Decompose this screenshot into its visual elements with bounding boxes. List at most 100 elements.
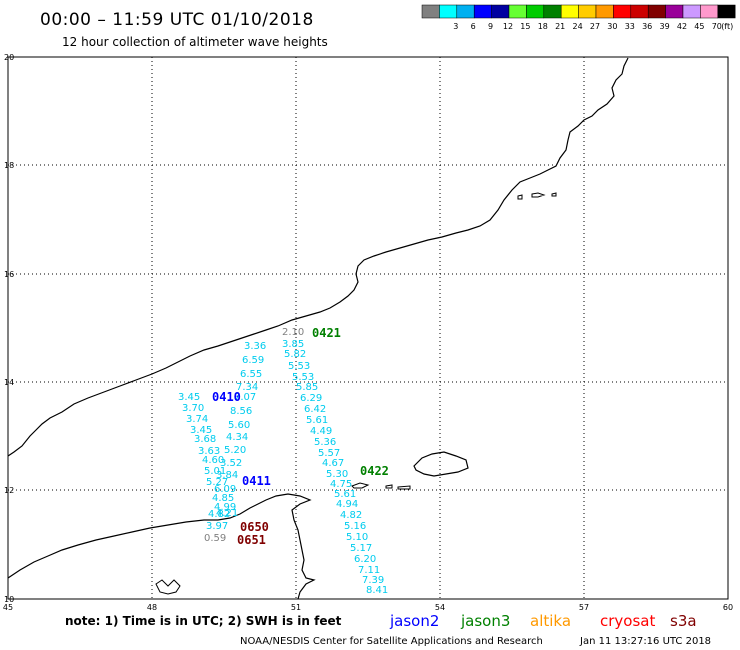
legend-swatch bbox=[647, 4, 666, 19]
legend-swatch bbox=[473, 4, 492, 19]
lon-tick-label: 45 bbox=[3, 603, 13, 612]
satellite-legend-item: s3a bbox=[670, 612, 697, 630]
lon-tick-label: 57 bbox=[579, 603, 589, 612]
wave-height-label: 5.53 bbox=[288, 361, 310, 372]
island-samhah bbox=[385, 484, 393, 489]
wave-height-label: 3.45 bbox=[178, 392, 200, 403]
wave-height-label: 5.53 bbox=[292, 372, 314, 383]
map-panel: 2.10 3.36 6.59 6.55 7.347.07 8.56 5.604.34 5.20… bbox=[3, 53, 733, 612]
lat-tick-label: 14 bbox=[4, 378, 14, 387]
wave-height-label: 7.34 bbox=[236, 382, 258, 393]
wave-height-label: 4.82 bbox=[208, 509, 230, 520]
legend-tick-label: 27 bbox=[590, 22, 600, 31]
generated-timestamp: Jan 11 13:27:16 UTC 2018 bbox=[579, 636, 711, 647]
lon-tick-label: 48 bbox=[147, 603, 157, 612]
legend-swatch bbox=[456, 4, 475, 19]
island-abd-al-kuri bbox=[351, 482, 370, 489]
wave-height-label: 4.21 bbox=[216, 508, 238, 519]
socotra-island bbox=[413, 451, 469, 477]
wave-height-label: 7.39 bbox=[362, 575, 384, 586]
pass-id-label: 0650 bbox=[240, 520, 269, 534]
map-frame bbox=[7, 56, 729, 600]
wave-height-legend: 3 6 9 12 15 18 21 24 27 30 33 36 39 42 45 70 (ft) bbox=[421, 4, 736, 31]
legend-swatch bbox=[560, 4, 579, 19]
legend-tick-label: 9 bbox=[488, 22, 493, 31]
legend-swatch bbox=[613, 4, 632, 19]
legend-swatch bbox=[491, 4, 510, 19]
wave-height-label: 5.57 bbox=[318, 448, 340, 459]
legend-swatch bbox=[439, 4, 458, 19]
axis-tick-labels: 45 48 51 54 57 60 20 18 16 14 12 10 bbox=[3, 53, 733, 612]
footer-note: note: 1) Time is in UTC; 2) SWH is in fe… bbox=[65, 614, 342, 628]
legend-tick-label: 21 bbox=[555, 22, 565, 31]
lat-lon-grid bbox=[8, 57, 728, 599]
legend-swatch bbox=[717, 4, 736, 19]
legend-tick-label: 15 bbox=[520, 22, 530, 31]
legend-swatch bbox=[543, 4, 562, 19]
map-title: 00:00 – 11:59 UTC 01/10/2018 bbox=[40, 10, 314, 30]
map-subtitle: 12 hour collection of altimeter wave hei… bbox=[62, 35, 328, 49]
african-coastline bbox=[7, 493, 316, 600]
wave-height-label: 3.74 bbox=[186, 414, 208, 425]
wave-height-label: 6.29 bbox=[300, 393, 322, 404]
wave-height-label: 6.59 bbox=[242, 355, 264, 366]
wave-height-label: 3.85 bbox=[282, 339, 304, 350]
satellite-legend-item: altika bbox=[530, 612, 571, 630]
wave-height-label: 5.30 bbox=[326, 469, 348, 480]
kuria-muria-islands bbox=[517, 192, 557, 200]
legend-tick-label: 70 bbox=[712, 22, 722, 31]
pass-id-label: 0422 bbox=[360, 464, 389, 478]
legend-swatch bbox=[700, 4, 719, 19]
coastal-islet-cluster bbox=[155, 579, 181, 595]
lon-tick-label: 60 bbox=[723, 603, 733, 612]
wave-height-label: 4.99 bbox=[214, 502, 236, 513]
wave-height-label: 8.41 bbox=[366, 585, 388, 596]
wave-height-label: 3.36 bbox=[244, 341, 266, 352]
satellite-legend-item: cryosat bbox=[600, 612, 655, 630]
wave-height-label: 5.60 bbox=[228, 420, 250, 431]
lat-tick-label: 12 bbox=[4, 486, 14, 495]
wave-height-label: 4.60 bbox=[202, 455, 224, 466]
wave-height-label: 4.82 bbox=[340, 510, 362, 521]
pass-id-label: 0410 bbox=[212, 390, 241, 404]
pass-id-label: 0421 bbox=[312, 326, 341, 340]
legend-swatch bbox=[665, 4, 684, 19]
wave-height-label: 5.16 bbox=[344, 521, 366, 532]
legend-swatch bbox=[595, 4, 614, 19]
credit-line: NOAA/NESDIS Center for Satellite Applica… bbox=[240, 636, 543, 647]
wave-height-label: 4.75 bbox=[330, 479, 352, 490]
wave-height-label: 5.17 bbox=[350, 543, 372, 554]
legend-tick-label: 12 bbox=[503, 22, 513, 31]
satellite-legend-item: jason2 bbox=[389, 612, 439, 630]
legend-tick-label: 39 bbox=[660, 22, 670, 31]
observation-labels: 2.10 3.36 6.59 6.55 7.347.07 8.56 5.604.34 5.20… bbox=[178, 327, 388, 596]
wave-height-label: 3.97 bbox=[206, 521, 228, 532]
pass-id-label: 0651 bbox=[237, 533, 266, 547]
legend-swatch bbox=[421, 4, 440, 19]
wave-height-label: 4.67 bbox=[322, 458, 344, 469]
legend-swatch bbox=[682, 4, 701, 19]
island-darsah bbox=[397, 485, 411, 490]
lat-tick-label: 16 bbox=[4, 270, 14, 279]
wave-height-label: 4.49 bbox=[310, 426, 332, 437]
legend-swatch bbox=[578, 4, 597, 19]
legend-tick-label: 42 bbox=[677, 22, 687, 31]
lat-tick-label: 20 bbox=[4, 53, 14, 62]
satellite-legend-item: jason3 bbox=[460, 612, 510, 630]
lat-tick-label: 18 bbox=[4, 161, 14, 170]
wave-height-label: 5.10 bbox=[346, 532, 368, 543]
wave-height-label: 6.20 bbox=[354, 554, 376, 565]
wave-height-label: 8.56 bbox=[230, 406, 252, 417]
wave-height-label: 5.27 bbox=[206, 477, 228, 488]
legend-unit: (ft) bbox=[721, 22, 733, 31]
legend-tick-label: 33 bbox=[625, 22, 635, 31]
legend-tick-label: 6 bbox=[471, 22, 476, 31]
legend-tick-label: 36 bbox=[642, 22, 652, 31]
wave-height-label: 6.09 bbox=[214, 484, 236, 495]
lat-tick-label: 10 bbox=[4, 595, 14, 604]
wave-height-label: 3.68 bbox=[194, 434, 216, 445]
legend-tick-label: 45 bbox=[694, 22, 704, 31]
wave-height-label: 6.55 bbox=[240, 369, 262, 380]
